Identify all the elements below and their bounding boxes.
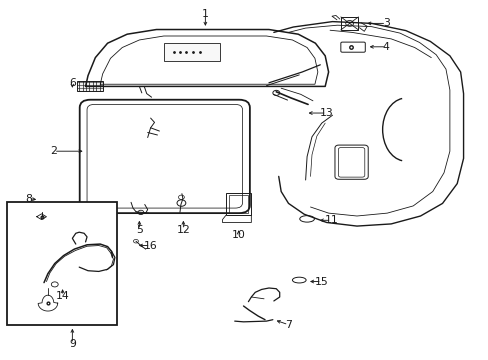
Text: 16: 16 [143, 240, 157, 251]
Text: 15: 15 [314, 276, 328, 287]
Text: 9: 9 [69, 339, 76, 349]
Bar [340, 17, 358, 30]
Text: 6: 6 [69, 78, 76, 88]
Text: 5: 5 [136, 225, 142, 235]
Bar [225, 193, 251, 215]
Text: 14: 14 [56, 291, 69, 301]
Bar [228, 195, 248, 213]
Text: 12: 12 [176, 225, 190, 235]
Text: 4: 4 [382, 42, 389, 52]
Text: 7: 7 [285, 320, 291, 330]
Text: 11: 11 [324, 215, 338, 225]
Bar [163, 43, 220, 61]
Bar [7, 202, 117, 325]
Text: 3: 3 [382, 18, 389, 28]
Text: 2: 2 [50, 146, 57, 156]
Circle shape [272, 90, 279, 95]
Text: 13: 13 [319, 108, 333, 118]
Text: 1: 1 [202, 9, 208, 19]
Text: 8: 8 [25, 194, 32, 204]
Text: 10: 10 [231, 230, 245, 240]
Bar [77, 81, 102, 91]
